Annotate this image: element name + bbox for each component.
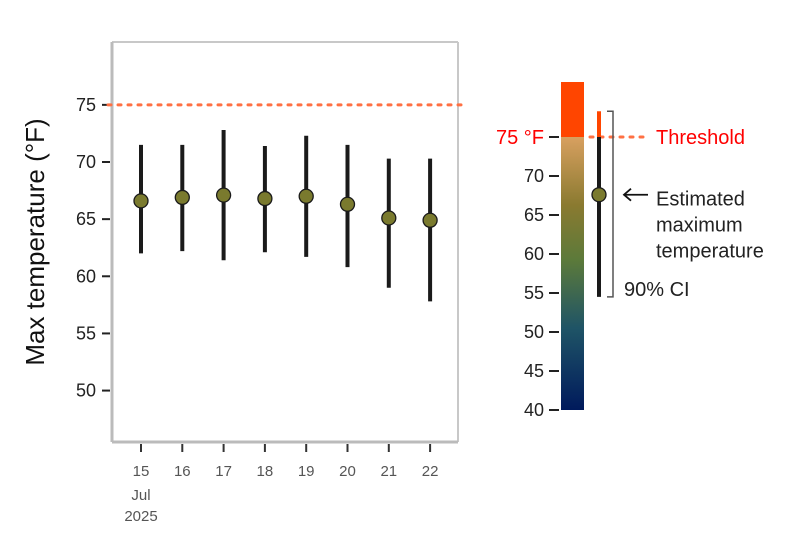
x-tick-label: 18 bbox=[257, 463, 274, 480]
legend-scale-ticks: 40 45 50 55 60 65 70 bbox=[524, 136, 559, 420]
x-tick-label: 15 bbox=[133, 463, 150, 480]
y-tick-label: 60 bbox=[76, 266, 96, 286]
x-tick-label: 22 bbox=[422, 463, 439, 480]
legend-tick-label: 60 bbox=[524, 244, 544, 264]
y-axis-title: Max temperature (°F) bbox=[20, 118, 50, 365]
legend-estimate-point bbox=[591, 187, 607, 203]
legend-tick-label: 50 bbox=[524, 322, 544, 342]
x-tick-label: 20 bbox=[339, 463, 356, 480]
estimate-point bbox=[215, 187, 232, 203]
x-tick-label: 19 bbox=[298, 463, 315, 480]
y-tick-label: 70 bbox=[76, 152, 96, 172]
plot-panel: 50 55 60 65 70 75 15 Jul 2025 16 17 18 19 20 21 22 Max… bbox=[20, 41, 464, 525]
legend-color-bar bbox=[561, 137, 584, 410]
legend-estimate-label-1: Estimated bbox=[656, 189, 745, 211]
y-axis-ticks: 50 55 60 65 70 75 bbox=[76, 95, 110, 401]
y-tick-label: 75 bbox=[76, 95, 96, 115]
x-axis-ticks: 15 Jul 2025 16 17 18 19 20 21 22 bbox=[124, 444, 438, 525]
legend-estimate-label-3: temperature bbox=[656, 241, 764, 263]
estimate-point bbox=[133, 193, 149, 209]
legend-threshold-label: Threshold bbox=[656, 127, 745, 149]
legend-tick-label: 70 bbox=[524, 166, 544, 186]
x-tick-sublabel: Jul bbox=[131, 487, 150, 504]
y-tick-label: 65 bbox=[76, 209, 96, 229]
x-tick-sublabel: 2025 bbox=[124, 508, 157, 525]
y-tick-label: 50 bbox=[76, 381, 96, 401]
legend-tick-label: 55 bbox=[524, 283, 544, 303]
estimate-point bbox=[174, 189, 190, 206]
x-tick-label: 17 bbox=[215, 463, 232, 480]
legend-ci-bracket bbox=[607, 110, 614, 298]
x-tick-label: 16 bbox=[174, 463, 191, 480]
estimate-point bbox=[381, 210, 397, 226]
legend-ci-label: 90% CI bbox=[624, 279, 690, 301]
estimate-point bbox=[257, 190, 273, 207]
legend-estimate-label-2: maximum bbox=[656, 215, 743, 237]
legend-tick-label: 40 bbox=[524, 400, 544, 420]
estimate-point bbox=[298, 188, 314, 204]
estimate-point bbox=[339, 196, 356, 212]
legend-tick-label: 65 bbox=[524, 205, 544, 225]
legend-tick-label: 45 bbox=[524, 361, 544, 381]
legend-threshold-tick: 75 °F bbox=[496, 127, 544, 149]
estimate-points bbox=[133, 187, 438, 228]
legend-arrow-icon bbox=[622, 188, 648, 202]
x-tick-label: 21 bbox=[380, 463, 397, 480]
estimate-point bbox=[422, 212, 438, 228]
legend: 40 45 50 55 60 65 70 75 °F Threshold Estimated… bbox=[496, 82, 764, 420]
y-tick-label: 55 bbox=[76, 323, 96, 343]
legend-color-bar-above-threshold bbox=[561, 82, 584, 137]
